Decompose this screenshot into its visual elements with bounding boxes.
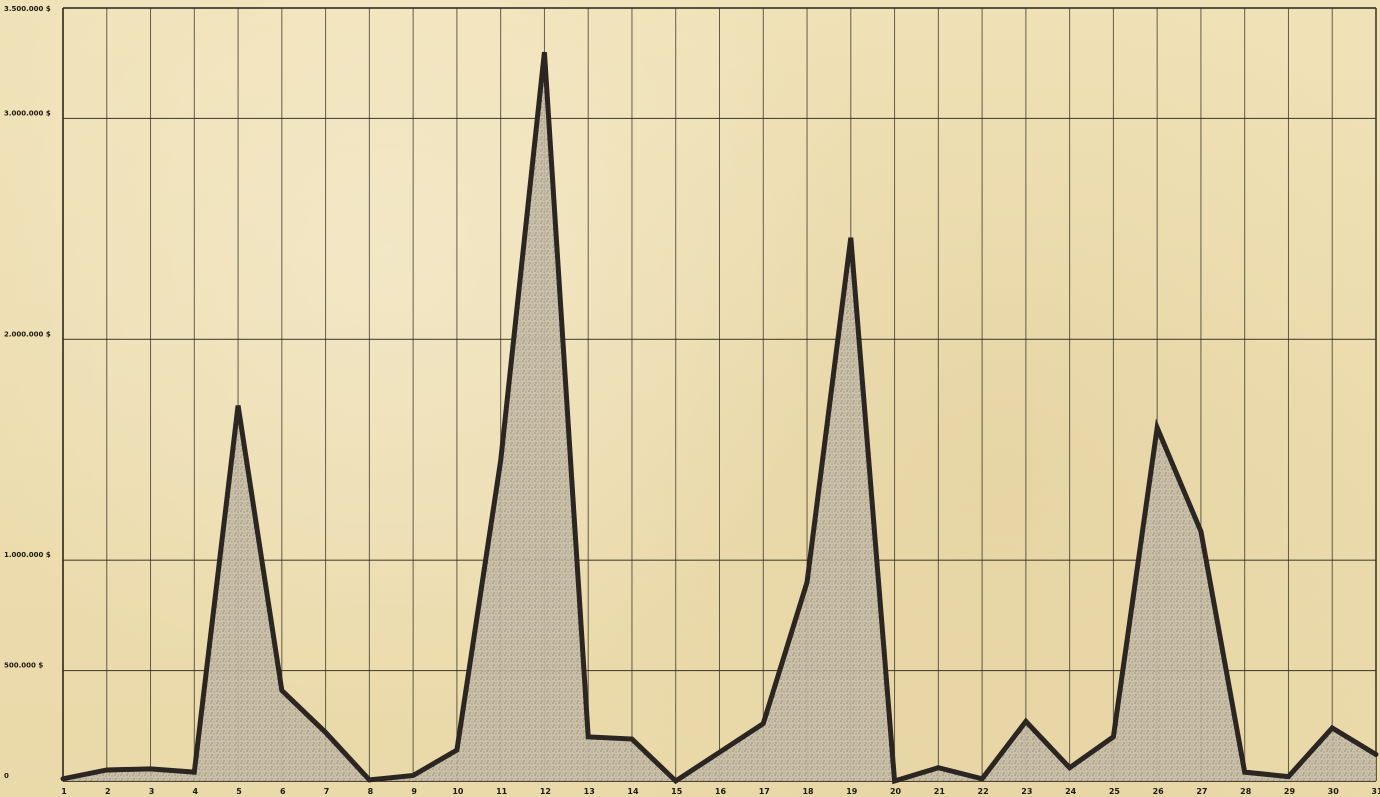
x-tick-label-21: 21 — [934, 787, 946, 796]
x-tick-label-25: 25 — [1109, 787, 1121, 796]
y-tick-label-4: 3.000.000 $ — [4, 109, 51, 117]
x-tick-label-27: 27 — [1196, 787, 1207, 796]
y-tick-label-5: 3.500.000 $ — [4, 5, 51, 13]
x-tick-label-18: 18 — [802, 787, 814, 796]
x-tick-label-4: 4 — [193, 787, 199, 796]
x-tick-label-7: 7 — [324, 787, 330, 796]
y-axis-labels: 0 500.000 $ 1.000.000 $ 2.000.000 $ 3.000.00… — [4, 5, 51, 780]
x-tick-label-11: 11 — [496, 787, 508, 796]
x-tick-label-10: 10 — [452, 787, 464, 796]
x-tick-label-22: 22 — [978, 787, 989, 796]
x-tick-label-5: 5 — [236, 787, 242, 796]
x-tick-label-1: 1 — [61, 787, 67, 796]
y-tick-label-3: 2.000.000 $ — [4, 330, 51, 338]
data-line — [60, 51, 1379, 785]
x-tick-label-19: 19 — [846, 787, 858, 796]
x-tick-label-3: 3 — [149, 787, 155, 796]
x-tick-label-17: 17 — [759, 787, 770, 796]
x-tick-label-30: 30 — [1328, 787, 1340, 796]
x-tick-label-26: 26 — [1153, 787, 1165, 796]
x-tick-label-29: 29 — [1284, 787, 1296, 796]
x-tick-label-14: 14 — [627, 787, 639, 796]
x-tick-label-15: 15 — [671, 787, 683, 796]
x-axis-labels: 1 2 3 4 5 6 7 8 9 10 11 12 13 14 15 16 17 18 19 20 21 22 23 24 2… — [61, 787, 1380, 796]
x-tick-label-20: 20 — [890, 787, 902, 796]
x-tick-label-28: 28 — [1240, 787, 1252, 796]
x-tick-label-24: 24 — [1065, 787, 1077, 796]
y-tick-label-0: 0 — [4, 772, 9, 780]
x-tick-label-6: 6 — [280, 787, 286, 796]
x-tick-label-9: 9 — [411, 787, 417, 796]
x-tick-label-16: 16 — [715, 787, 727, 796]
x-tick-label-31: 31 — [1371, 787, 1380, 796]
y-tick-label-2: 1.000.000 $ — [4, 551, 51, 559]
x-tick-label-8: 8 — [368, 787, 374, 796]
x-tick-label-12: 12 — [540, 787, 551, 796]
x-tick-label-23: 23 — [1021, 787, 1032, 796]
x-tick-label-2: 2 — [105, 787, 111, 796]
y-tick-label-1: 500.000 $ — [4, 662, 43, 670]
x-tick-label-13: 13 — [584, 787, 595, 796]
